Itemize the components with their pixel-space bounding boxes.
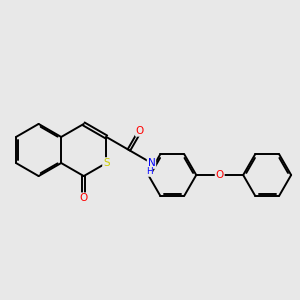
Text: N: N xyxy=(148,158,155,168)
Text: O: O xyxy=(80,193,88,203)
Text: S: S xyxy=(103,158,110,168)
Text: H: H xyxy=(146,167,152,176)
Text: O: O xyxy=(216,170,224,180)
Text: O: O xyxy=(136,126,144,136)
